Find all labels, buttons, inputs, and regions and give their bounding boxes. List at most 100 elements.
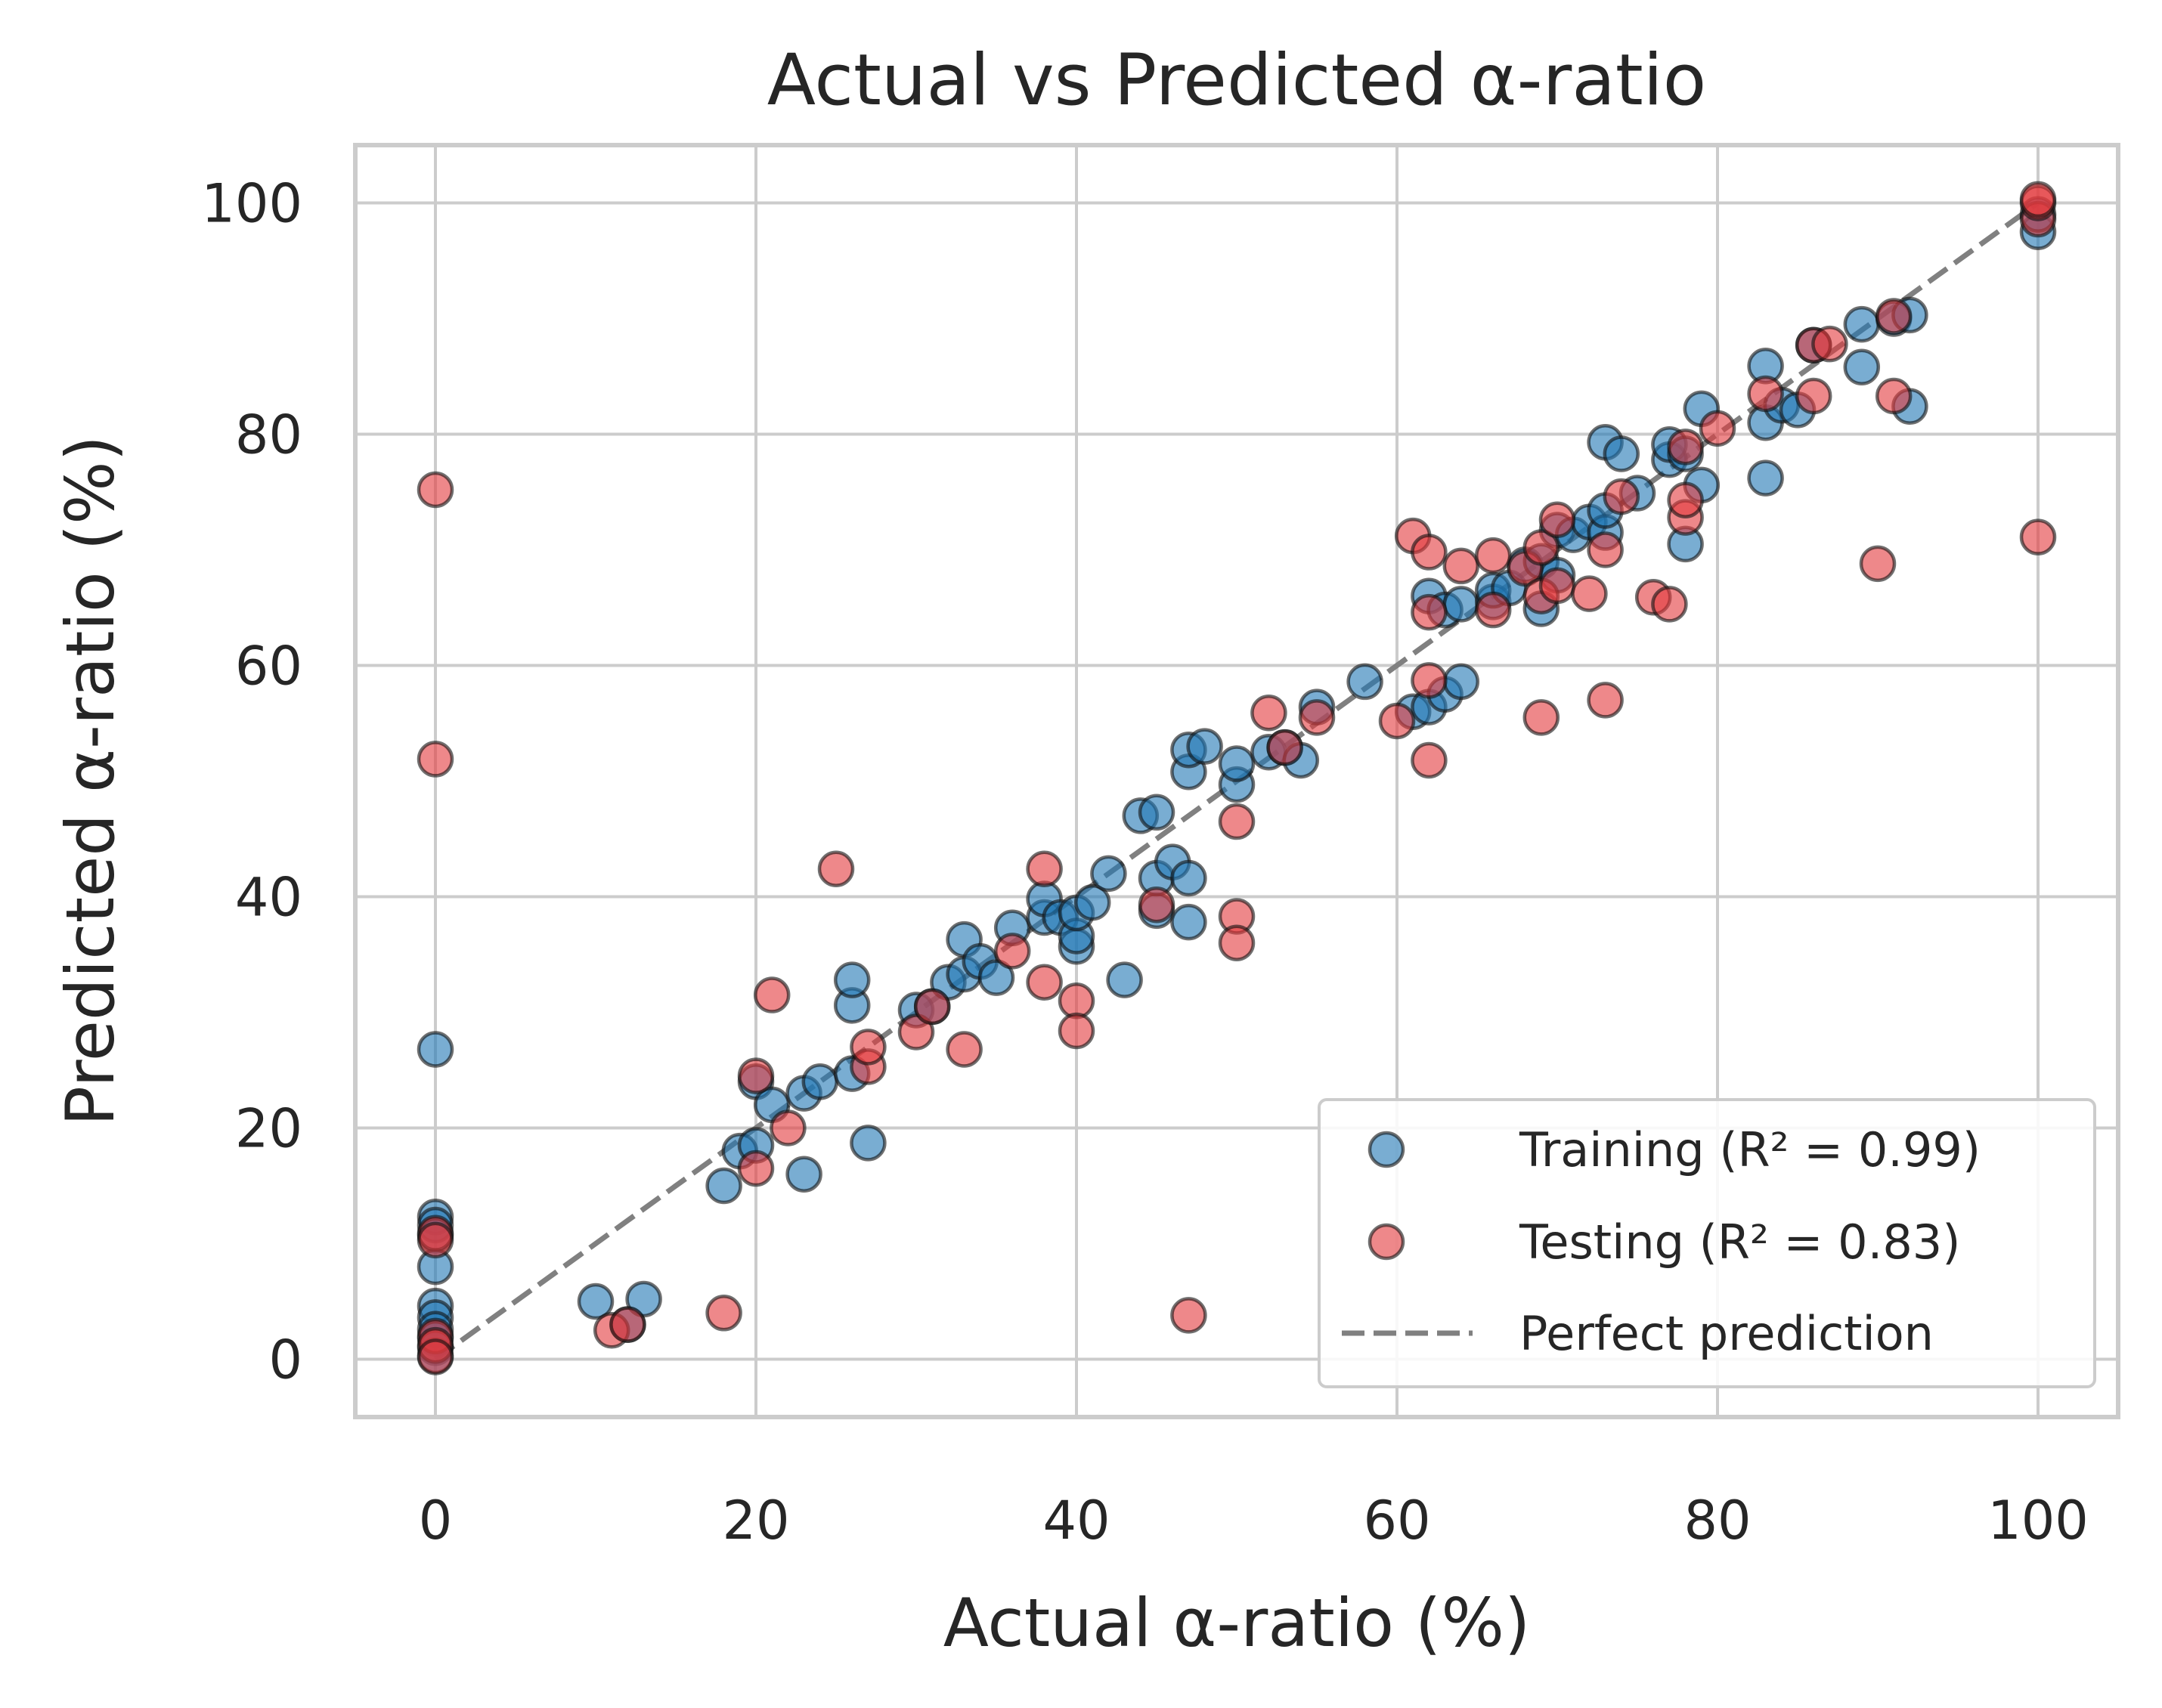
y-axis-label: Predicted α-ratio (%) [51,435,129,1126]
testing-point [705,1295,742,1332]
testing-point [1411,534,1448,571]
testing-point [1571,575,1608,612]
legend-label-testing: Testing (R² = 0.83) [1519,1214,1960,1270]
testing-point [913,988,951,1026]
testing-point [1442,547,1480,585]
testing-point [1266,729,1303,766]
legend-label-training: Training (R² = 0.99) [1519,1122,1981,1177]
testing-point [1699,410,1736,447]
testing-point [737,1057,775,1094]
testing-point [1378,702,1416,740]
testing-point [1811,325,1848,363]
testing-point [1298,699,1336,736]
testing-point [417,1338,454,1375]
y-tick-label: 20 [235,1098,302,1160]
testing-point [1026,964,1063,1001]
training-point [1186,728,1223,765]
testing-point [770,1109,807,1146]
testing-point [993,933,1031,970]
legend-swatch-testing [1368,1223,1405,1261]
testing-point [737,1149,775,1187]
testing-point [1138,886,1175,924]
testing-point [1667,481,1704,518]
x-tick-label: 20 [722,1490,789,1552]
training-point [1442,663,1480,701]
training-point [705,1167,742,1205]
training-point [1073,883,1111,921]
testing-point [417,471,454,509]
x-axis-label: Actual α-ratio (%) [943,1584,1531,1662]
chart-title: Actual vs Predicted α-ratio [767,39,1707,122]
testing-point [1603,478,1640,515]
training-point [1346,663,1383,701]
training-point [1170,903,1207,941]
training-point [1138,794,1175,831]
testing-point [1795,377,1832,415]
training-point [833,961,871,998]
testing-point [1058,982,1095,1020]
testing-point [1651,586,1688,623]
training-point [1090,855,1127,893]
training-point [577,1283,615,1320]
testing-point [1218,924,1256,961]
testing-point [417,741,454,778]
training-point [801,1063,839,1100]
axis-ticks: 0 20 40 60 80 100 0 20 40 60 80 100 [201,173,2088,1552]
testing-point [1875,377,1913,415]
testing-point [1538,567,1576,605]
testing-point [1474,591,1512,629]
testing-point [609,1306,646,1343]
testing-point [1587,531,1624,568]
training-point [1442,586,1480,623]
legend-swatch-training [1368,1131,1405,1168]
testing-point [1218,803,1256,840]
plot-frame [353,143,2120,1419]
training-point [1106,961,1143,998]
training-point [785,1156,822,1193]
testing-point [1538,501,1576,538]
data-points [417,181,2057,1375]
testing-point [1587,682,1624,719]
training-point [1170,859,1207,897]
testing-point [1875,298,1913,335]
x-tick-label: 60 [1363,1490,1430,1552]
testing-point [417,1221,454,1259]
testing-point [850,1029,887,1066]
y-tick-label: 80 [235,404,302,466]
y-tick-label: 40 [235,867,302,929]
legend: Training (R² = 0.99) Testing (R² = 0.83)… [1318,1098,2096,1388]
testing-point [2019,181,2057,218]
training-point [850,1125,887,1162]
legend-label-perfect-prediction: Perfect prediction [1519,1306,1934,1361]
legend-box [1318,1098,2096,1388]
x-tick-label: 0 [419,1490,453,1552]
testing-point [1474,537,1512,574]
x-tick-label: 80 [1683,1490,1751,1552]
testing-point [1250,694,1287,732]
x-tick-label: 100 [1987,1490,2089,1552]
training-point [1843,305,1881,343]
testing-point [1522,529,1560,566]
testing-point [1747,375,1784,413]
testing-point [817,850,855,888]
training-point [417,1031,454,1068]
testing-point [2019,518,2057,555]
testing-point [946,1031,983,1068]
testing-point [1058,1012,1095,1050]
y-tick-label: 60 [235,636,302,698]
grid-lines [355,145,2118,1417]
testing-point [1522,699,1560,736]
training-point [1218,745,1256,782]
testing-point [1170,1297,1207,1334]
training-point [1603,435,1640,472]
testing-point [1859,545,1897,583]
testing-point [753,976,791,1013]
y-tick-label: 100 [201,173,302,235]
testing-point [1411,593,1448,631]
testing-point [1411,741,1448,779]
testing-point [1026,850,1063,888]
training-point [1843,348,1881,386]
y-tick-label: 0 [268,1329,302,1391]
